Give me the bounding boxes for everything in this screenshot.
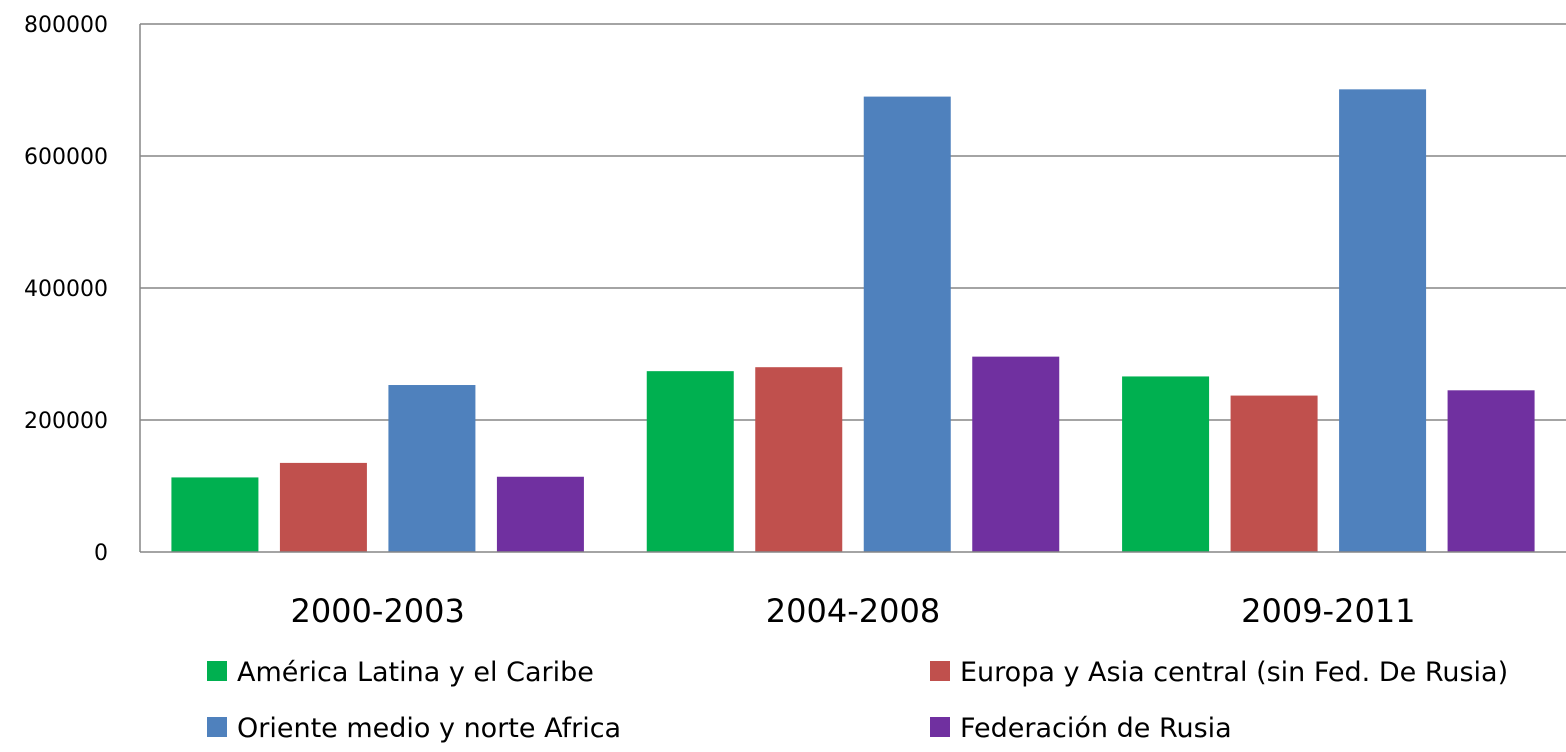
- axes: [139, 24, 1566, 553]
- bar: [171, 477, 259, 552]
- bar: [279, 462, 367, 552]
- bar: [496, 476, 584, 552]
- legend-label: Oriente medio y norte Africa: [237, 713, 621, 744]
- bar: [972, 356, 1060, 552]
- bar: [1122, 376, 1210, 552]
- category-labels: 2000-2003 2004-2008 2009-2011: [290, 592, 1415, 630]
- legend-swatch: [930, 717, 950, 737]
- bars: [171, 89, 1535, 552]
- legend-label: Europa y Asia central (sin Fed. De Rusia…: [960, 657, 1508, 688]
- y-tick-label: 200000: [24, 409, 108, 434]
- y-tick-label: 600000: [24, 145, 108, 170]
- bar: [1230, 395, 1318, 552]
- bar: [863, 96, 951, 552]
- gridlines: [140, 23, 1566, 421]
- legend-label: Federación de Rusia: [960, 713, 1232, 744]
- bar: [755, 367, 843, 552]
- legend-swatch: [207, 717, 227, 737]
- bar: [1447, 390, 1535, 552]
- bar: [1339, 89, 1427, 552]
- category-label: 2000-2003: [290, 592, 464, 630]
- bar: [646, 371, 734, 552]
- bar: [388, 385, 476, 552]
- category-label: 2004-2008: [766, 592, 940, 630]
- y-tick-label: 800000: [24, 13, 108, 38]
- legend: América Latina y el Caribe Europa y Asia …: [207, 657, 1508, 744]
- y-tick-label: 400000: [24, 277, 108, 302]
- y-tick-labels: 0 200000 400000 600000 800000: [24, 13, 108, 566]
- y-tick-label: 0: [94, 541, 108, 566]
- legend-label: América Latina y el Caribe: [237, 657, 594, 688]
- legend-swatch: [207, 661, 227, 681]
- legend-swatch: [930, 661, 950, 681]
- category-label: 2009-2011: [1241, 592, 1415, 630]
